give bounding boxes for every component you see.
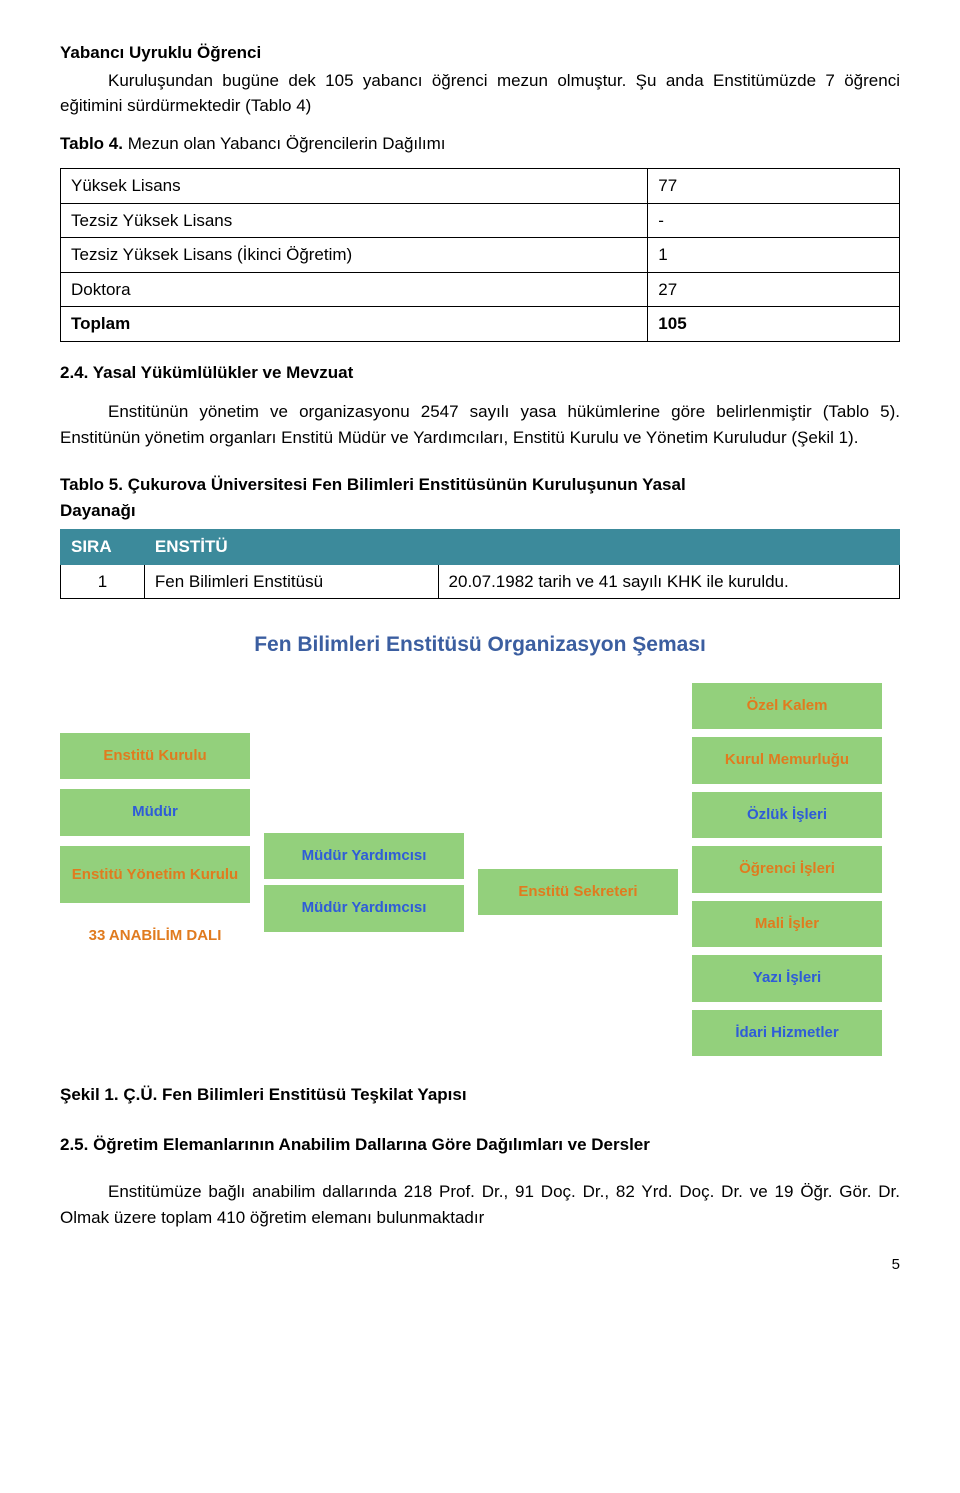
org-box-mali-isler: Mali İşler [692, 901, 882, 948]
sec25-text: Enstitümüze bağlı anabilim dallarında 21… [60, 1182, 900, 1227]
table5-row: 1 Fen Bilimleri Enstitüsü 20.07.1982 tar… [61, 564, 900, 599]
cell-label: Tezsiz Yüksek Lisans [61, 203, 648, 238]
cell-label: Tezsiz Yüksek Lisans (İkinci Öğretim) [61, 238, 648, 273]
table4-caption: Tablo 4. Mezun olan Yabancı Öğrencilerin… [60, 131, 900, 157]
th-sira: SIRA [61, 530, 145, 565]
org-box-sekreter: Enstitü Sekreteri [478, 869, 678, 916]
page-number: 5 [60, 1254, 900, 1277]
table-row: Doktora27 [61, 272, 900, 307]
cell-value: - [648, 203, 900, 238]
table4-caption-rest: Mezun olan Yabancı Öğrencilerin Dağılımı [123, 134, 446, 153]
cell-label: Toplam [61, 307, 648, 342]
org-box-anabilim: 33 ANABİLİM DALI [60, 913, 250, 960]
section-2-4-paragraph: Enstitünün yönetim ve organizasyonu 2547… [60, 399, 900, 450]
th-enstitu: ENSTİTÜ [144, 530, 438, 565]
org-box-idari-hizmetler: İdari Hizmetler [692, 1010, 882, 1057]
table-row-total: Toplam105 [61, 307, 900, 342]
org-box-ogrenci-isleri: Öğrenci İşleri [692, 846, 882, 893]
table5-caption-line2: Dayanağı [60, 501, 136, 520]
section-2-5-title: 2.5. Öğretim Elemanlarının Anabilim Dall… [60, 1132, 900, 1158]
figure-1-caption: Şekil 1. Ç.Ü. Fen Bilimleri Enstitüsü Te… [60, 1082, 900, 1108]
org-box-kurul-memurlugu: Kurul Memurluğu [692, 737, 882, 784]
org-box-enstitu-kurulu: Enstitü Kurulu [60, 733, 250, 780]
cell-desc: 20.07.1982 tarih ve 41 sayılı KHK ile ku… [438, 564, 899, 599]
cell-enstitu: Fen Bilimleri Enstitüsü [144, 564, 438, 599]
org-chart-title: Fen Bilimleri Enstitüsü Organizasyon Şem… [60, 629, 900, 661]
table-row: Tezsiz Yüksek Lisans (İkinci Öğretim)1 [61, 238, 900, 273]
cell-sira: 1 [61, 564, 145, 599]
heading-foreign-student: Yabancı Uyruklu Öğrenci [60, 40, 900, 66]
table5-header-row: SIRA ENSTİTÜ [61, 530, 900, 565]
org-box-yardimci-2: Müdür Yardımcısı [264, 885, 464, 932]
org-col-2: Müdür Yardımcısı Müdür Yardımcısı [264, 833, 464, 932]
table5-caption-line1: Tablo 5. Çukurova Üniversitesi Fen Bilim… [60, 475, 686, 494]
org-chart: Enstitü Kurulu Müdür Enstitü Yönetim Kur… [60, 683, 900, 1057]
cell-value: 77 [648, 169, 900, 204]
cell-value: 105 [648, 307, 900, 342]
intro-text: Kuruluşundan bugüne dek 105 yabancı öğre… [60, 71, 900, 116]
org-box-ozel-kalem: Özel Kalem [692, 683, 882, 730]
org-box-yonetim-kurulu: Enstitü Yönetim Kurulu [60, 846, 250, 903]
cell-value: 1 [648, 238, 900, 273]
cell-value: 27 [648, 272, 900, 307]
table-row: Yüksek Lisans77 [61, 169, 900, 204]
intro-paragraph: Kuruluşundan bugüne dek 105 yabancı öğre… [60, 68, 900, 119]
section-2-5-paragraph: Enstitümüze bağlı anabilim dallarında 21… [60, 1179, 900, 1230]
table5: SIRA ENSTİTÜ 1 Fen Bilimleri Enstitüsü 2… [60, 529, 900, 599]
org-col-3: Enstitü Sekreteri [478, 869, 678, 916]
org-box-mudur: Müdür [60, 789, 250, 836]
table4: Yüksek Lisans77 Tezsiz Yüksek Lisans- Te… [60, 168, 900, 342]
org-col-4: Özel Kalem Kurul Memurluğu Özlük İşleri … [692, 683, 882, 1057]
table5-caption: Tablo 5. Çukurova Üniversitesi Fen Bilim… [60, 472, 900, 523]
org-box-yardimci-1: Müdür Yardımcısı [264, 833, 464, 880]
org-box-ozluk: Özlük İşleri [692, 792, 882, 839]
org-col-1: Enstitü Kurulu Müdür Enstitü Yönetim Kur… [60, 733, 250, 960]
cell-label: Doktora [61, 272, 648, 307]
section-2-4-title: 2.4. Yasal Yükümlülükler ve Mevzuat [60, 360, 900, 386]
table-row: Tezsiz Yüksek Lisans- [61, 203, 900, 238]
th-empty [438, 530, 899, 565]
org-box-yazi-isleri: Yazı İşleri [692, 955, 882, 1002]
cell-label: Yüksek Lisans [61, 169, 648, 204]
table4-caption-bold: Tablo 4. [60, 134, 123, 153]
sec24-text: Enstitünün yönetim ve organizasyonu 2547… [60, 402, 900, 447]
